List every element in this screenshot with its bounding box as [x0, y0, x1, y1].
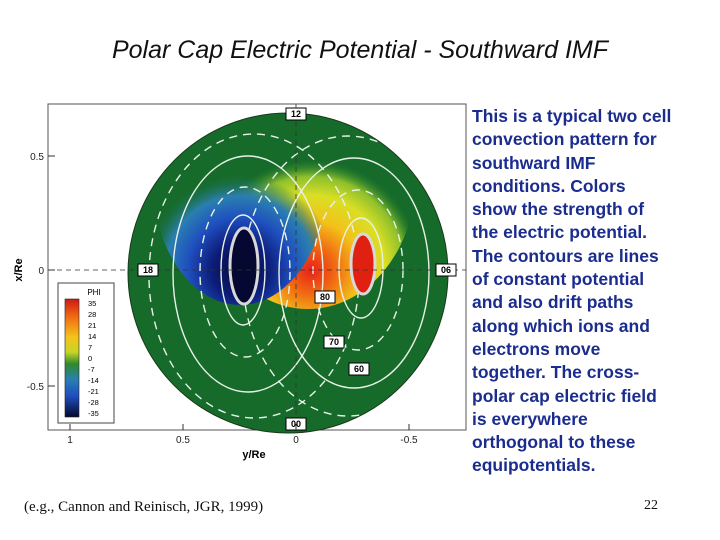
colorbar-tick: 35 [88, 299, 96, 308]
description-line: and also drift paths [472, 292, 634, 313]
y-tick-label: -0.5 [27, 382, 45, 393]
description-line: of constant potential [472, 269, 645, 290]
mlt-label-top: 12 [291, 109, 301, 119]
description-line: southward IMF [472, 152, 596, 173]
description-line: polar cap electric field [472, 385, 657, 406]
colorbar-tick: 0 [88, 354, 92, 363]
mlt-label-left: 18 [143, 265, 153, 275]
x-tick-label: -0.5 [400, 435, 418, 446]
colorbar-tick: -14 [88, 376, 99, 385]
mlt-label-right: 06 [441, 265, 451, 275]
colorbar-tick: -21 [88, 387, 99, 396]
x-tick-label: 1 [67, 435, 73, 446]
colorbar-tick: -28 [88, 398, 99, 407]
polar-cap-potential-map: 12 18 06 00 80 70 60 PHI 35 28 21 14 7 0… [13, 103, 467, 461]
description-line: is everywhere [472, 408, 588, 429]
colorbar-tick: 21 [88, 321, 96, 330]
description-line: This is a typical two cell [472, 106, 672, 126]
page-number: 22 [644, 498, 658, 513]
description-line: the electric potential. [472, 222, 648, 243]
contour-label-3: 60 [354, 364, 364, 374]
y-axis-label: x/Re [13, 258, 25, 281]
x-tick-label: 0 [293, 435, 299, 446]
description-line: show the strength of [472, 199, 645, 220]
description-text: This is a typical two cell convection pa… [472, 105, 717, 478]
x-tick-label: 0.5 [176, 435, 190, 446]
colorbar-tick: 28 [88, 310, 96, 319]
contour-label-2: 70 [329, 337, 339, 347]
description-line: electrons move [472, 338, 601, 359]
description-line: together. The cross- [472, 362, 640, 383]
negative-core [228, 226, 260, 306]
colorbar-tick: -35 [88, 409, 99, 418]
y-tick-label: 0 [38, 266, 44, 277]
description-line: convection pattern for [472, 129, 657, 150]
colorbar-title: PHI [87, 288, 100, 297]
colorbar-tick: -7 [88, 365, 95, 374]
contour-label-1: 80 [320, 292, 330, 302]
negative-cell [152, 113, 328, 305]
citation: (e.g., Cannon and Reinisch, JGR, 1999) [24, 499, 264, 515]
y-tick-label: 0.5 [30, 152, 44, 163]
positive-core [349, 232, 377, 296]
slide-title: Polar Cap Electric Potential - Southward… [111, 36, 609, 64]
x-axis-label: y/Re [242, 449, 265, 461]
description-line: orthogonal to these [472, 432, 636, 453]
description-line: along which ions and [472, 315, 650, 336]
description-line: equipotentials. [472, 455, 596, 476]
description-line: conditions. Colors [472, 175, 626, 196]
colorbar-tick: 7 [88, 343, 92, 352]
colorbar-tick: 14 [88, 332, 96, 341]
colorbar: PHI 35 28 21 14 7 0 -7 -14 -21 -28 -35 [57, 282, 115, 424]
description-line: The contours are lines [472, 245, 659, 266]
